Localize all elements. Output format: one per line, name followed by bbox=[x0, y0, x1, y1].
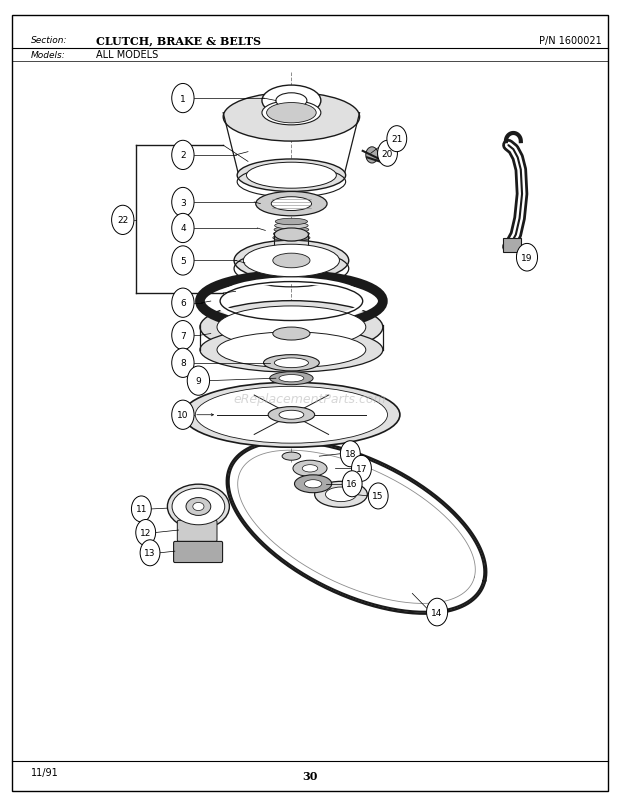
Text: 5: 5 bbox=[180, 256, 186, 266]
Circle shape bbox=[187, 367, 210, 396]
Ellipse shape bbox=[262, 86, 321, 117]
Text: 10: 10 bbox=[177, 410, 188, 420]
Ellipse shape bbox=[294, 475, 332, 493]
Ellipse shape bbox=[273, 235, 310, 242]
Ellipse shape bbox=[217, 333, 366, 368]
Circle shape bbox=[368, 483, 388, 509]
Circle shape bbox=[131, 496, 151, 522]
Text: 22: 22 bbox=[117, 216, 128, 225]
Ellipse shape bbox=[243, 245, 340, 277]
Ellipse shape bbox=[268, 407, 314, 423]
Ellipse shape bbox=[276, 94, 307, 109]
Text: 13: 13 bbox=[144, 548, 156, 558]
Ellipse shape bbox=[167, 485, 229, 530]
Circle shape bbox=[366, 148, 378, 164]
Ellipse shape bbox=[303, 466, 317, 472]
Text: 30: 30 bbox=[303, 770, 317, 781]
Ellipse shape bbox=[217, 307, 366, 349]
Ellipse shape bbox=[275, 223, 308, 230]
Circle shape bbox=[172, 349, 194, 378]
Text: P/N 1600021: P/N 1600021 bbox=[539, 36, 601, 45]
Ellipse shape bbox=[279, 375, 304, 383]
Ellipse shape bbox=[193, 503, 204, 511]
Ellipse shape bbox=[314, 482, 367, 508]
Circle shape bbox=[516, 244, 538, 272]
Text: 7: 7 bbox=[180, 331, 186, 341]
Text: 12: 12 bbox=[140, 528, 151, 538]
Text: Section:: Section: bbox=[31, 36, 68, 45]
Ellipse shape bbox=[275, 219, 308, 225]
Ellipse shape bbox=[272, 197, 311, 212]
Ellipse shape bbox=[326, 487, 356, 502]
Ellipse shape bbox=[186, 498, 211, 516]
Ellipse shape bbox=[246, 163, 336, 189]
Ellipse shape bbox=[237, 160, 346, 192]
Circle shape bbox=[172, 141, 194, 170]
Polygon shape bbox=[229, 442, 484, 612]
Text: 1: 1 bbox=[180, 94, 186, 104]
Text: 21: 21 bbox=[391, 135, 402, 144]
Ellipse shape bbox=[274, 229, 309, 242]
Text: 6: 6 bbox=[180, 298, 186, 308]
Ellipse shape bbox=[255, 192, 327, 217]
Text: 16: 16 bbox=[347, 479, 358, 489]
Ellipse shape bbox=[293, 461, 327, 477]
Text: CLUTCH, BRAKE & BELTS: CLUTCH, BRAKE & BELTS bbox=[96, 35, 261, 46]
Ellipse shape bbox=[274, 358, 309, 368]
Ellipse shape bbox=[273, 231, 309, 238]
Circle shape bbox=[172, 188, 194, 217]
Ellipse shape bbox=[282, 453, 301, 461]
Ellipse shape bbox=[273, 254, 310, 268]
Text: 3: 3 bbox=[180, 198, 186, 208]
Circle shape bbox=[136, 520, 156, 546]
Ellipse shape bbox=[273, 328, 310, 341]
Text: ALL MODELS: ALL MODELS bbox=[96, 50, 158, 60]
Text: 19: 19 bbox=[521, 253, 533, 263]
Circle shape bbox=[172, 401, 194, 430]
Ellipse shape bbox=[279, 411, 304, 420]
Ellipse shape bbox=[304, 480, 322, 488]
Circle shape bbox=[172, 289, 194, 318]
Ellipse shape bbox=[270, 372, 313, 385]
Circle shape bbox=[378, 141, 397, 167]
Ellipse shape bbox=[200, 328, 383, 373]
Ellipse shape bbox=[267, 104, 316, 124]
Text: 9: 9 bbox=[195, 376, 202, 386]
Ellipse shape bbox=[183, 383, 400, 448]
Text: 11/91: 11/91 bbox=[31, 767, 59, 777]
Text: 2: 2 bbox=[180, 151, 186, 161]
Ellipse shape bbox=[264, 355, 319, 371]
Bar bbox=[503, 238, 521, 253]
Circle shape bbox=[172, 247, 194, 276]
FancyBboxPatch shape bbox=[174, 542, 223, 563]
Text: 4: 4 bbox=[180, 224, 186, 234]
Circle shape bbox=[172, 321, 194, 350]
Circle shape bbox=[427, 599, 448, 626]
Text: 8: 8 bbox=[180, 358, 186, 368]
Circle shape bbox=[342, 471, 362, 497]
Ellipse shape bbox=[172, 488, 224, 526]
Circle shape bbox=[352, 456, 371, 482]
Ellipse shape bbox=[234, 241, 348, 281]
Text: 11: 11 bbox=[136, 504, 147, 514]
Circle shape bbox=[172, 214, 194, 243]
Circle shape bbox=[340, 441, 360, 467]
Text: 20: 20 bbox=[382, 149, 393, 159]
Ellipse shape bbox=[200, 302, 383, 354]
Text: 14: 14 bbox=[432, 607, 443, 617]
Text: Models:: Models: bbox=[31, 50, 66, 60]
Circle shape bbox=[172, 84, 194, 114]
Ellipse shape bbox=[223, 93, 360, 142]
FancyBboxPatch shape bbox=[177, 521, 217, 542]
Text: 18: 18 bbox=[345, 449, 356, 459]
Text: 17: 17 bbox=[356, 464, 367, 474]
Circle shape bbox=[387, 127, 407, 152]
Ellipse shape bbox=[274, 227, 309, 234]
Circle shape bbox=[140, 540, 160, 566]
Text: eReplacementParts.com: eReplacementParts.com bbox=[234, 393, 386, 406]
Circle shape bbox=[112, 206, 134, 235]
Ellipse shape bbox=[262, 101, 321, 126]
Ellipse shape bbox=[195, 387, 388, 444]
Text: 15: 15 bbox=[373, 491, 384, 501]
